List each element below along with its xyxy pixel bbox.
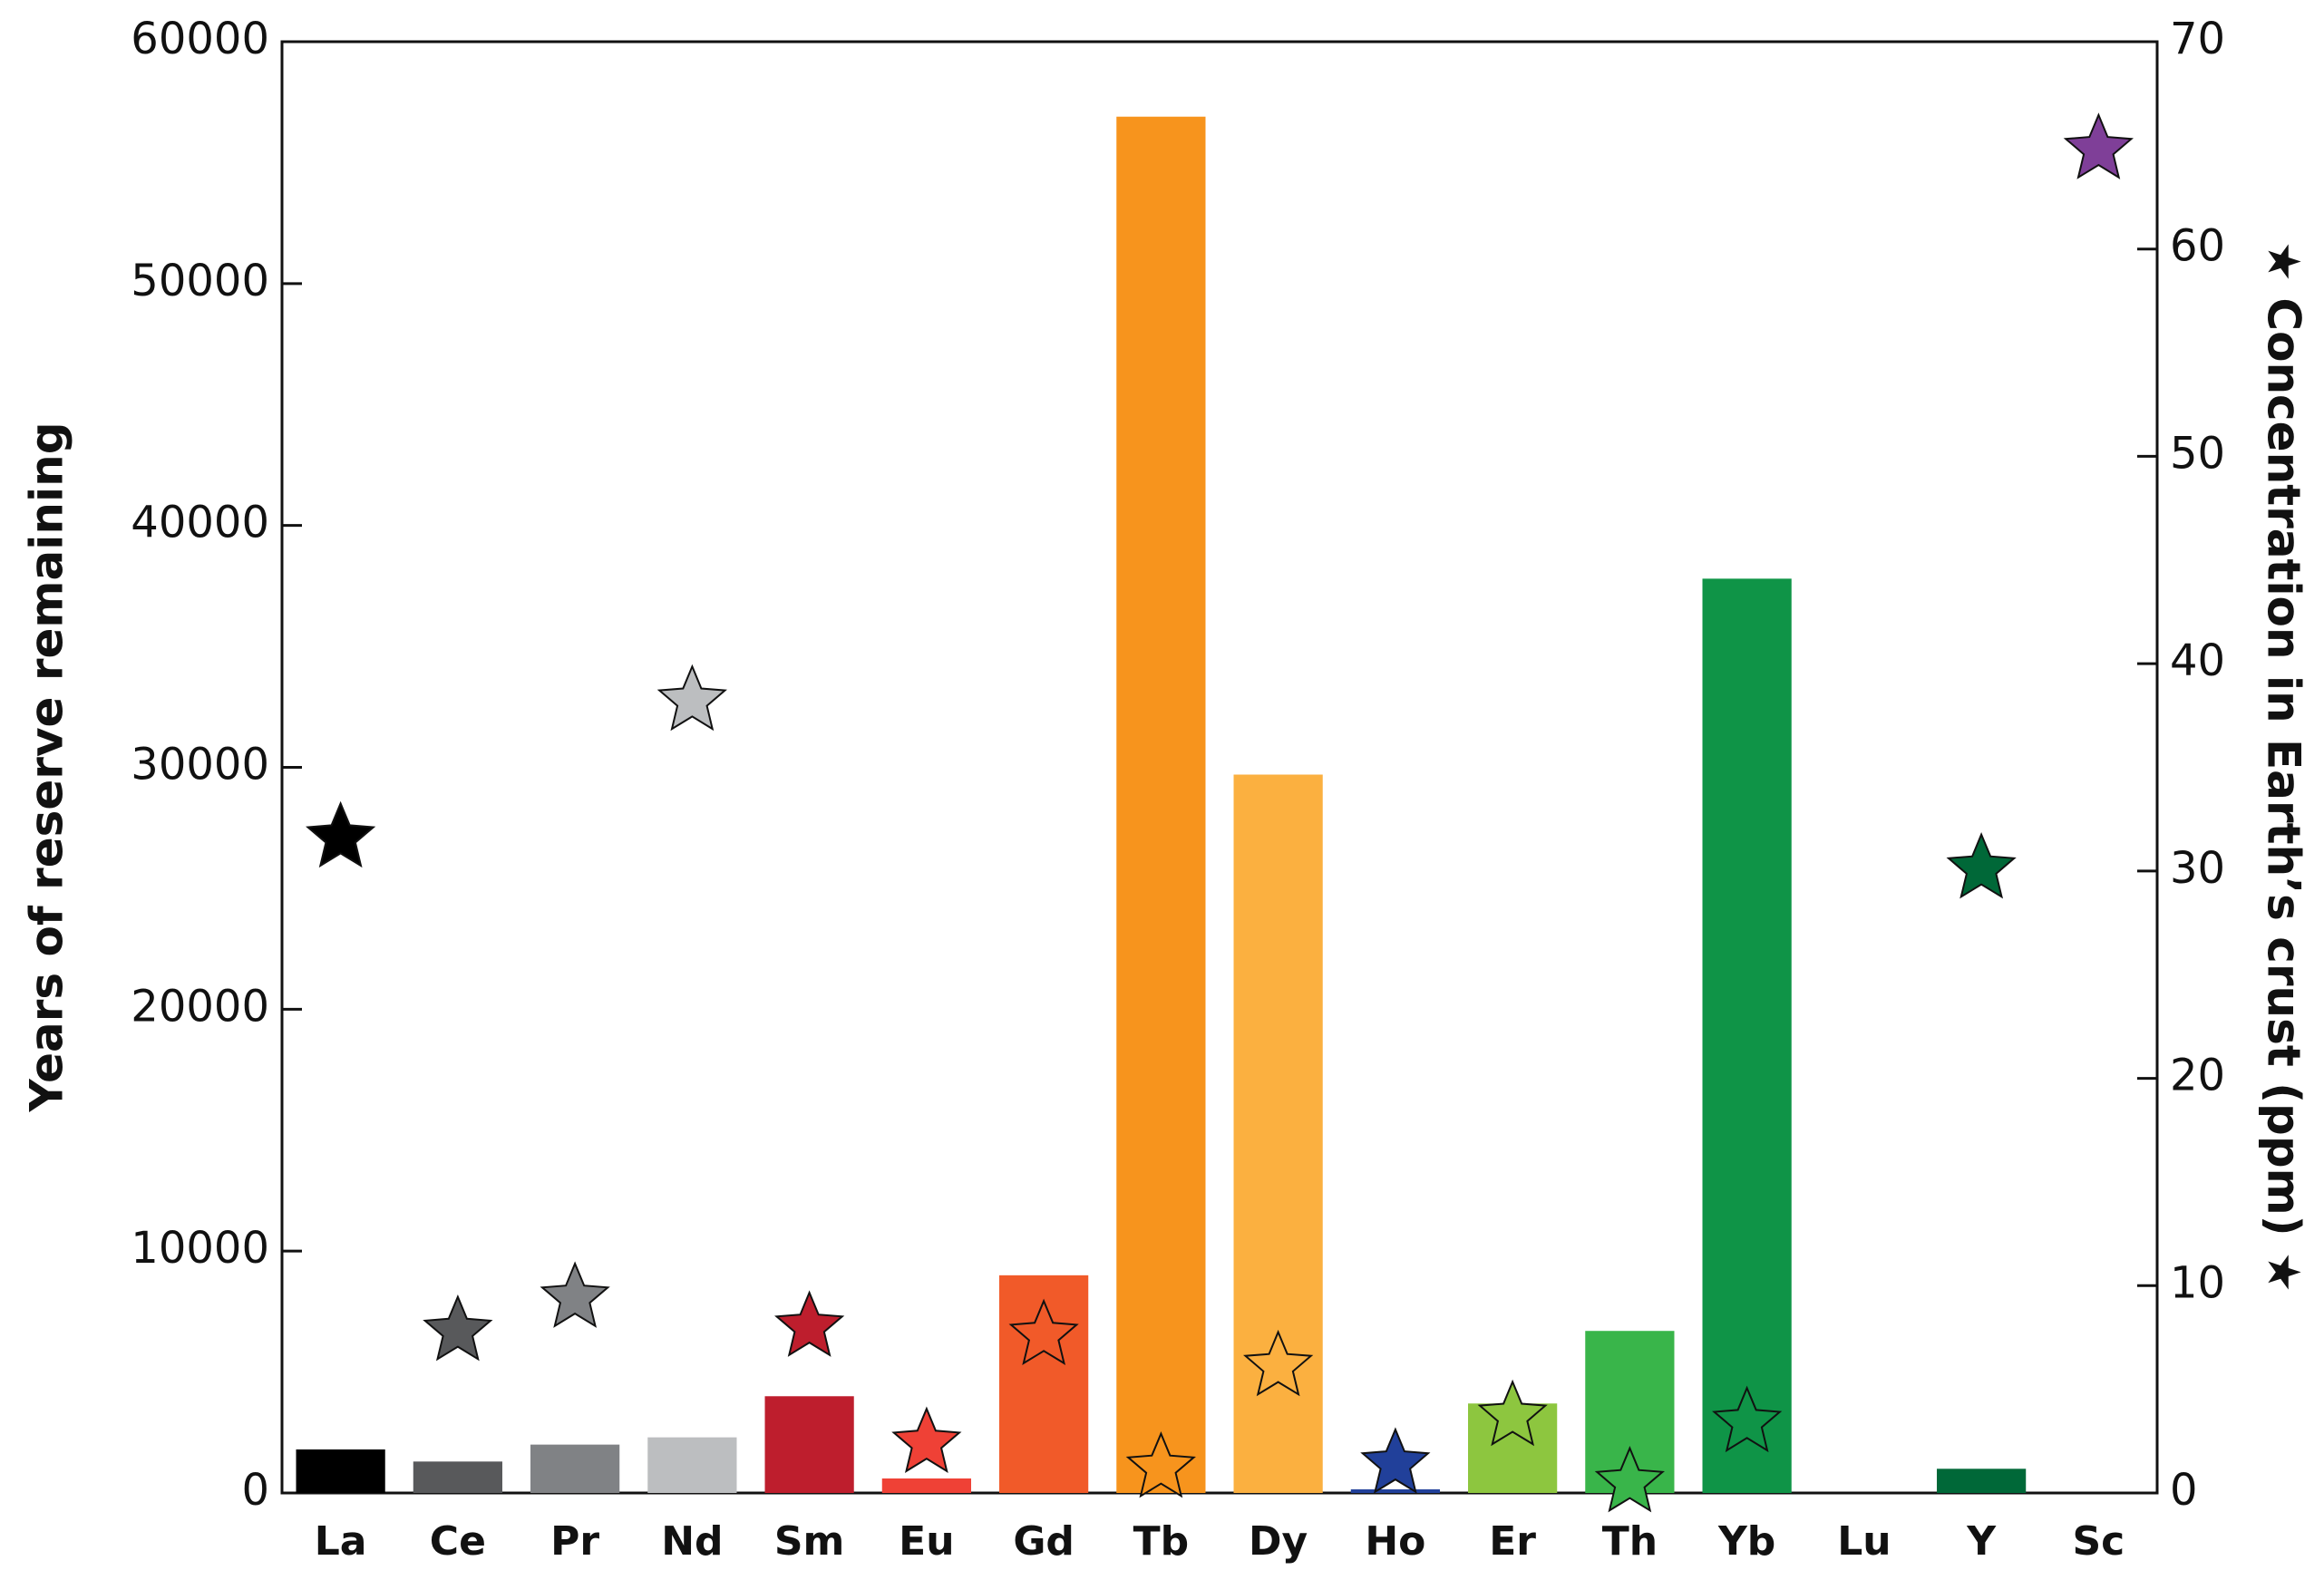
bar [1702,578,1792,1493]
y-tick-label: 30000 [131,740,269,790]
bar [1937,1469,2027,1493]
x-tick-label: La [315,1518,367,1565]
x-tick-label: Ce [430,1518,486,1565]
star-marker [774,1290,845,1357]
y2-tick-label: 60 [2170,221,2225,272]
star-marker [1477,1379,1548,1447]
x-tick-label: Er [1489,1518,1536,1565]
bar [1233,774,1323,1493]
y-tick-label: 40000 [131,498,269,548]
bar [530,1444,620,1493]
y-axis-title: Years of reserve remaining [21,422,73,1112]
x-tick-label: Y [1966,1518,1997,1565]
star-marker [2063,112,2134,179]
y2-tick-label: 10 [2170,1257,2225,1308]
y-tick-label: 20000 [131,981,269,1032]
y2-axis-title: ★ Concentration in Earth’s crust (ppm) ★ [2258,241,2310,1293]
x-tick-label: Sm [774,1518,845,1565]
x-tick-label: Tb [1133,1518,1190,1565]
y2-tick-label: 30 [2170,843,2225,894]
bar [647,1437,737,1493]
star-marker [1946,832,2017,899]
x-tick-label: Nd [661,1518,723,1565]
star-marker [891,1406,962,1474]
x-tick-label: Yb [1717,1518,1775,1565]
star-marker [1594,1446,1665,1513]
x-tick-label: Pr [550,1518,599,1565]
star-marker [306,800,376,868]
star-marker [656,664,727,732]
x-tick-label: Ho [1365,1518,1425,1565]
y2-tick-label: 20 [2170,1051,2225,1101]
star-marker [1243,1329,1314,1397]
bar [764,1396,854,1493]
y-tick-label: 0 [241,1465,269,1516]
star-marker [1008,1298,1079,1366]
x-tick-label: Th [1602,1518,1658,1565]
x-tick-label: Gd [1013,1518,1074,1565]
x-tick-label: Dy [1249,1518,1308,1565]
bar [296,1449,385,1493]
y-tick-label: 60000 [131,14,269,64]
star-marker [1712,1385,1783,1453]
x-tick-label: Sc [2072,1518,2125,1565]
star-marker [1125,1431,1196,1498]
y2-tick-label: 0 [2170,1465,2198,1516]
bar [413,1461,502,1493]
plot-frame [280,40,2159,1495]
y2-tick-label: 40 [2170,635,2225,686]
x-tick-label: Eu [899,1518,954,1565]
star-marker [423,1294,493,1362]
bar [881,1478,971,1493]
x-tick-label: Lu [1837,1518,1891,1565]
y2-tick-label: 70 [2170,14,2225,64]
bar [1116,116,1206,1493]
y2-tick-label: 50 [2170,428,2225,479]
y-tick-label: 50000 [131,256,269,306]
y-tick-label: 10000 [131,1223,269,1274]
star-marker [540,1261,610,1328]
star-marker [1360,1427,1431,1494]
bar [1350,1488,1440,1493]
